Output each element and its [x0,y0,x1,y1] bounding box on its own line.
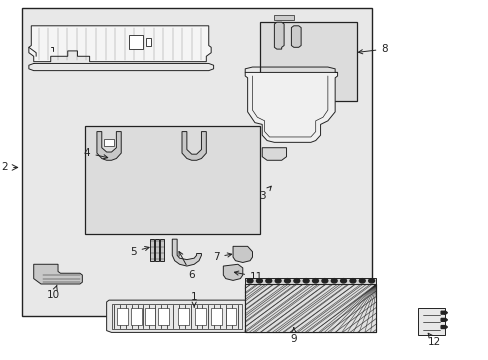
Bar [145,39,151,45]
Text: 11: 11 [234,271,263,282]
Bar [128,35,143,49]
Bar [178,308,188,325]
Polygon shape [34,264,82,284]
Text: 6: 6 [179,252,195,280]
Text: 10: 10 [46,285,60,301]
Bar [211,308,222,325]
Polygon shape [291,26,301,47]
Text: 1: 1 [190,292,197,307]
Circle shape [265,279,271,283]
Polygon shape [155,239,159,261]
Polygon shape [172,239,201,266]
Polygon shape [244,72,337,142]
Polygon shape [97,132,121,160]
Text: 9: 9 [290,328,297,343]
Circle shape [349,279,355,283]
Bar [244,284,376,332]
Polygon shape [182,132,206,160]
Bar [225,308,236,325]
Text: 7: 7 [212,252,231,262]
Circle shape [303,279,308,283]
FancyArrow shape [440,325,447,329]
Bar [244,284,376,332]
Bar [104,139,114,146]
Bar [21,8,371,316]
Circle shape [256,279,262,283]
Circle shape [359,279,365,283]
Text: 8: 8 [358,44,387,54]
Bar [112,304,242,329]
Bar [158,308,168,325]
FancyArrow shape [440,318,447,321]
Bar [195,308,205,325]
Circle shape [321,279,327,283]
Text: 5: 5 [130,247,149,257]
Circle shape [246,279,252,283]
Circle shape [293,279,299,283]
Bar [417,308,444,335]
Circle shape [312,279,318,283]
Polygon shape [274,22,284,49]
Text: 2: 2 [1,162,8,172]
Text: 12: 12 [427,333,441,347]
Polygon shape [262,148,286,160]
Polygon shape [106,300,247,332]
Polygon shape [150,239,154,261]
Text: 4: 4 [84,148,107,159]
Polygon shape [160,239,163,261]
FancyArrow shape [440,311,447,315]
Polygon shape [223,264,242,280]
Text: 3: 3 [258,186,271,201]
Bar [274,15,293,21]
Circle shape [331,279,336,283]
Bar [244,278,376,284]
Bar [84,126,259,234]
Bar [259,22,356,101]
Circle shape [275,279,281,283]
Circle shape [368,279,374,283]
Circle shape [340,279,346,283]
Circle shape [284,279,290,283]
Polygon shape [233,246,252,262]
Bar [144,308,155,325]
Bar [117,308,128,325]
Polygon shape [29,26,211,62]
Bar [131,308,142,325]
